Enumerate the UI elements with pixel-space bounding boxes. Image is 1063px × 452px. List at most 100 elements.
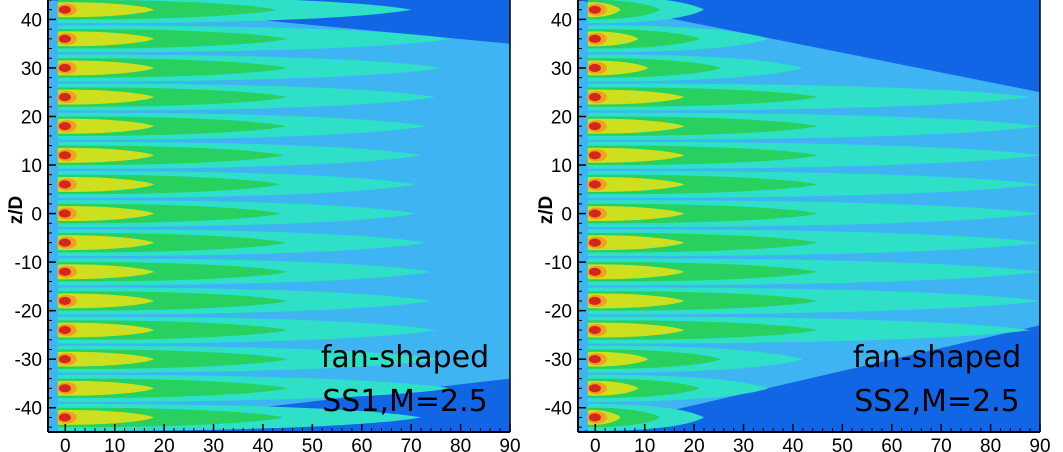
y-tick-label: -10 bbox=[545, 253, 572, 274]
jet-trace bbox=[586, 287, 1040, 315]
jet-trace bbox=[56, 345, 441, 373]
jet-trace bbox=[586, 25, 769, 53]
y-tick-label: 10 bbox=[551, 156, 572, 177]
jet-yellow-core bbox=[587, 147, 685, 163]
y-axis-label-ss2: z/D bbox=[536, 196, 557, 225]
jet-trace bbox=[586, 316, 1031, 344]
x-tick-label: 90 bbox=[499, 436, 520, 452]
jet-hot-core bbox=[58, 209, 71, 218]
jet-yellow-core bbox=[587, 293, 685, 309]
jet-yellow-core bbox=[587, 264, 685, 280]
jet-hot-core bbox=[58, 93, 71, 102]
jet-hot-core bbox=[588, 180, 601, 189]
x-tick-label: 40 bbox=[252, 436, 273, 452]
panel-ss1: 0 10 20 30 40 50 60 70 80 90 40 30 20 10 0 -10 -20 -30 -40… bbox=[6, 0, 521, 452]
x-tick-label: 20 bbox=[684, 436, 705, 452]
jet-yellow-core bbox=[57, 409, 155, 425]
x-tick-label: 80 bbox=[980, 436, 1001, 452]
jet-hot-core bbox=[58, 180, 71, 189]
jet-trace bbox=[586, 54, 803, 82]
jet-trace bbox=[586, 403, 704, 431]
jet-trace bbox=[586, 374, 769, 402]
jet-yellow-core bbox=[587, 206, 685, 222]
y-tick-label: -20 bbox=[545, 302, 572, 323]
jet-hot-core bbox=[588, 238, 601, 247]
jet-hot-core bbox=[588, 296, 601, 305]
y-tick-label: -40 bbox=[15, 399, 42, 420]
jet-yellow-core bbox=[57, 380, 155, 396]
jet-hot-core bbox=[588, 209, 601, 218]
jet-trace bbox=[56, 112, 426, 140]
y-tick-label: -40 bbox=[545, 399, 572, 420]
x-tick-label: 0 bbox=[60, 436, 71, 452]
jet-trace bbox=[56, 54, 441, 82]
jet-yellow-core bbox=[57, 118, 155, 134]
jet-trace bbox=[56, 200, 417, 228]
jet-hot-core bbox=[588, 63, 601, 72]
y-tick-label: 40 bbox=[551, 10, 572, 31]
x-tick-label: 70 bbox=[401, 436, 422, 452]
x-tick-label: 30 bbox=[203, 436, 224, 452]
jet-hot-core bbox=[58, 413, 71, 422]
jet-hot-core bbox=[588, 5, 601, 14]
y-tick-label: 40 bbox=[21, 10, 42, 31]
x-tick-label: 60 bbox=[351, 436, 372, 452]
jet-hot-core bbox=[58, 63, 71, 72]
axes-ss1: 0 10 20 30 40 50 60 70 80 90 40 30 20 10 0 -10 -20 -30 -40 bbox=[15, 0, 521, 452]
jet-hot-core bbox=[588, 34, 601, 43]
jet-yellow-core bbox=[57, 60, 155, 76]
jet-yellow-core bbox=[57, 147, 155, 163]
jet-trace bbox=[586, 83, 1031, 111]
jet-trace bbox=[56, 170, 417, 198]
jet-hot-core bbox=[588, 413, 601, 422]
y-tick-label: 30 bbox=[551, 59, 572, 80]
jet-trace bbox=[586, 200, 1040, 228]
panel-ss2: 0 10 20 30 40 50 60 70 80 90 40 30 20 10 0 -10 -20 -30 -40… bbox=[536, 0, 1051, 452]
jet-trace bbox=[56, 403, 422, 431]
jet-hot-core bbox=[58, 122, 71, 131]
x-tick-label: 0 bbox=[590, 436, 601, 452]
jet-trace bbox=[56, 258, 431, 286]
x-tick-label: 40 bbox=[782, 436, 803, 452]
x-tick-label: 60 bbox=[881, 436, 902, 452]
jet-trace bbox=[56, 83, 436, 111]
jet-hot-core bbox=[58, 384, 71, 393]
axes-ss2: 0 10 20 30 40 50 60 70 80 90 40 30 20 10 0 -10 -20 -30 -40 bbox=[545, 0, 1051, 452]
jet-yellow-core bbox=[57, 322, 155, 338]
y-tick-label: 20 bbox=[21, 107, 42, 128]
jet-hot-core bbox=[58, 34, 71, 43]
annotation-line2-ss2: SS2,M=2.5 bbox=[854, 384, 1019, 419]
jet-hot-core bbox=[58, 355, 71, 364]
jet-trace bbox=[56, 25, 451, 53]
jet-trace bbox=[56, 229, 426, 257]
contour-plot-ss2 bbox=[578, 0, 1040, 432]
jet-hot-core bbox=[58, 296, 71, 305]
contour-plot-ss1 bbox=[48, 0, 510, 432]
jet-trace bbox=[56, 287, 431, 315]
y-tick-label: 0 bbox=[31, 205, 42, 226]
jet-yellow-core bbox=[57, 293, 155, 309]
jet-yellow-core bbox=[57, 351, 155, 367]
y-tick-label: 10 bbox=[21, 156, 42, 177]
y-axis-label-ss1: z/D bbox=[6, 196, 27, 225]
jet-trace bbox=[586, 141, 1040, 169]
y-tick-label: 30 bbox=[21, 59, 42, 80]
jet-hot-core bbox=[588, 93, 601, 102]
jet-trace bbox=[586, 170, 1040, 198]
jet-yellow-core bbox=[587, 177, 685, 192]
jet-hot-core bbox=[588, 267, 601, 276]
jet-trace bbox=[586, 0, 704, 24]
x-tick-label: 70 bbox=[931, 436, 952, 452]
jet-trace bbox=[586, 112, 1040, 140]
jet-yellow-core bbox=[587, 118, 685, 134]
x-tick-label: 80 bbox=[450, 436, 471, 452]
jet-yellow-core bbox=[57, 264, 155, 280]
jet-yellow-core bbox=[57, 206, 155, 222]
jet-hot-core bbox=[58, 238, 71, 247]
jet-yellow-core bbox=[587, 322, 685, 338]
jet-hot-core bbox=[588, 326, 601, 335]
jet-yellow-core bbox=[57, 2, 155, 18]
jet-trace bbox=[56, 141, 422, 169]
x-tick-label: 20 bbox=[154, 436, 175, 452]
jet-yellow-core bbox=[57, 89, 155, 105]
